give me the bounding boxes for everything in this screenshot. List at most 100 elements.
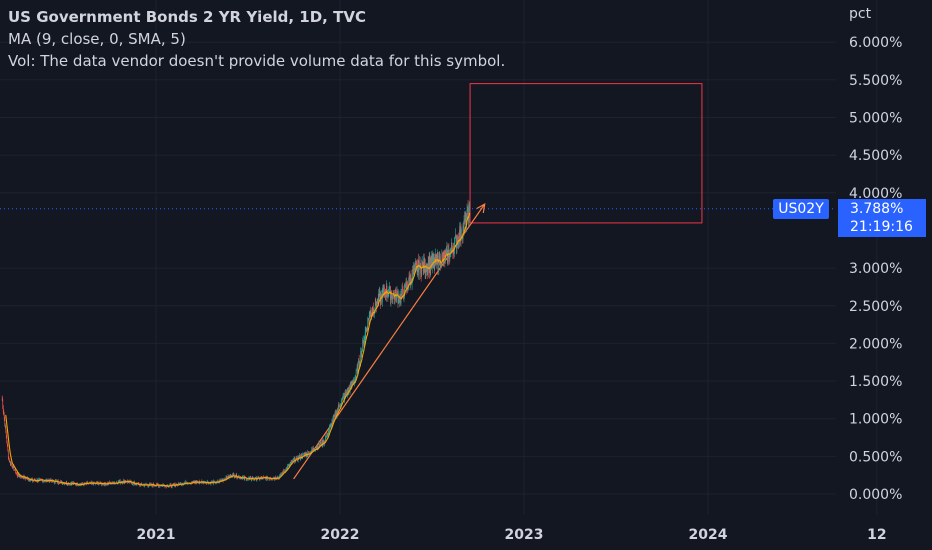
price-series: [1, 199, 471, 489]
candle-body: [428, 258, 430, 273]
candle-body: [353, 381, 355, 383]
candle-body: [405, 283, 407, 290]
candle-body: [408, 275, 410, 284]
candle-body: [365, 329, 367, 332]
candle-body: [60, 481, 62, 483]
candle-body: [324, 441, 326, 443]
candle-body: [22, 477, 23, 478]
candle-body: [329, 426, 331, 428]
candle-body: [13, 470, 15, 471]
candle-body: [363, 340, 365, 346]
candle-body: [412, 269, 414, 275]
candle-body: [159, 485, 160, 487]
candle-body: [469, 202, 471, 209]
candle-body: [233, 474, 234, 476]
candle-body: [228, 475, 229, 478]
rectangle-drawing[interactable]: [469, 83, 703, 224]
candle-body: [178, 482, 180, 484]
candle-body: [236, 477, 238, 479]
candle-body: [148, 485, 149, 487]
candle-body: [316, 446, 318, 449]
candle-body: [171, 486, 172, 488]
candle-body: [441, 254, 443, 265]
candle-body: [451, 242, 453, 249]
candle-body: [300, 455, 302, 459]
candle-body: [401, 293, 402, 297]
candle-body: [271, 478, 273, 480]
candle-body: [228, 475, 230, 478]
candle-body: [301, 457, 303, 459]
candle-body: [282, 470, 284, 475]
candle-body: [19, 475, 20, 477]
candle-body: [246, 479, 248, 481]
candle-body: [317, 446, 319, 449]
candle-body: [73, 482, 75, 484]
price-tick-label: 0.500%: [849, 449, 902, 465]
candle-body: [134, 484, 136, 485]
candle-body: [424, 259, 426, 271]
candle-body: [7, 444, 9, 451]
candle-body: [215, 483, 216, 484]
candle-body: [462, 225, 464, 240]
candle-body: [450, 249, 452, 251]
candle-body: [243, 476, 245, 478]
candle-body: [81, 482, 83, 484]
candle-body: [259, 478, 261, 480]
candle-body: [374, 309, 376, 311]
candle-body: [333, 415, 335, 419]
candle-body: [256, 479, 258, 481]
candle-body: [325, 438, 326, 443]
candle-body: [275, 476, 276, 479]
candle-body: [230, 474, 232, 478]
candle-body: [170, 484, 171, 485]
candle-body: [383, 290, 384, 292]
candle-body: [191, 481, 193, 483]
candle-body: [331, 421, 333, 427]
candle-body: [463, 225, 464, 232]
candle-body: [343, 396, 344, 397]
candle-body: [249, 477, 251, 478]
candle-body: [221, 479, 223, 481]
candle-body: [328, 430, 330, 432]
candle-body: [43, 480, 44, 482]
candle-body: [366, 329, 368, 331]
candle-body: [422, 262, 424, 265]
candle-body: [440, 264, 442, 268]
candle-body: [394, 293, 396, 300]
candle-body: [403, 294, 404, 299]
candle-body: [149, 483, 151, 485]
candle-body: [156, 483, 158, 485]
candle-body: [19, 475, 21, 477]
candle-body: [416, 263, 417, 264]
candle-body: [341, 399, 342, 404]
candle-body: [350, 382, 351, 385]
last-price-badge: 3.788% 21:19:16: [838, 199, 926, 237]
candle-body: [466, 209, 468, 220]
candle-body: [327, 432, 328, 436]
candle-body: [320, 441, 322, 444]
candle-body: [465, 213, 466, 223]
candle-body: [438, 253, 440, 265]
candle-body: [417, 259, 419, 268]
candle-body: [39, 479, 40, 480]
candle-body: [306, 455, 308, 456]
candle-body: [338, 404, 340, 406]
candle-body: [417, 267, 418, 273]
candle-body: [279, 475, 280, 479]
candle-body: [15, 472, 17, 474]
candle-body: [25, 477, 26, 479]
candle-body: [297, 459, 299, 461]
candle-body: [370, 311, 372, 316]
candle-body: [318, 443, 320, 446]
candle-body: [66, 484, 68, 485]
candle-body: [373, 312, 375, 314]
candle-body: [406, 282, 408, 287]
candle-body: [28, 479, 30, 480]
candle-body: [316, 447, 318, 449]
candle-body: [235, 476, 236, 478]
candle-body: [150, 483, 151, 485]
candle-body: [154, 485, 156, 487]
candle-body: [355, 370, 357, 378]
candle-body: [342, 397, 343, 399]
